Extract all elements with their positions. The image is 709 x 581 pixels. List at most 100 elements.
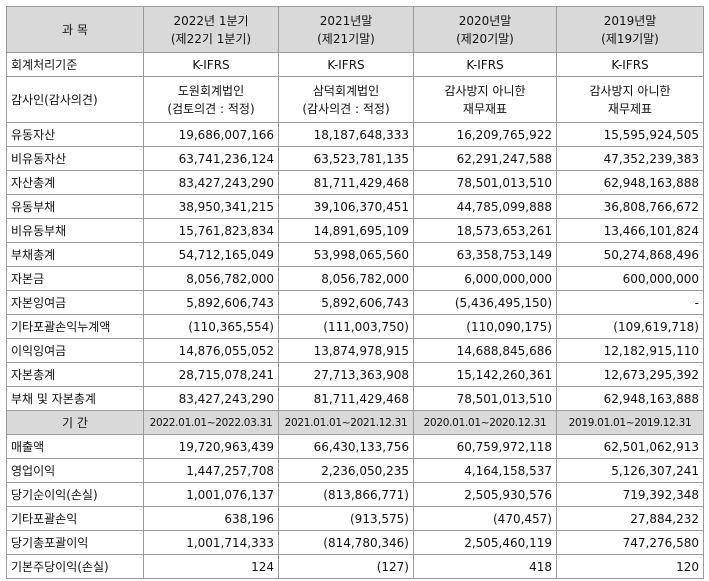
value-cell: 124: [143, 554, 279, 579]
value-cell: (127): [278, 554, 414, 579]
header-cell: 2020년말 (제20기말): [413, 6, 557, 53]
value-cell: 63,523,781,135: [278, 146, 414, 171]
row-label: 당기총포괄이익: [6, 530, 144, 555]
value-cell: (814,780,346): [278, 530, 414, 555]
table-body: 과 목 2022년 1분기 (제22기 1분기) 2021년말 (제21기말) 2020년…: [6, 6, 704, 579]
value-cell: 19,720,963,439: [143, 434, 279, 459]
value-cell: 13,466,101,824: [556, 218, 704, 243]
value-cell: 19,686,007,166: [143, 122, 279, 147]
financial-table: 과 목 2022년 1분기 (제22기 1분기) 2021년말 (제21기말) 2020년…: [6, 6, 704, 579]
value-cell: 2020.01.01~2020.12.31: [413, 410, 557, 435]
value-cell: 66,430,133,756: [278, 434, 414, 459]
value-cell: 38,950,341,215: [143, 194, 279, 219]
value-cell: (5,436,495,150): [413, 290, 557, 315]
row-label: 기타포괄손익: [6, 506, 144, 531]
value-cell: (111,003,750): [278, 314, 414, 339]
header-cell-line: (제20기말): [456, 31, 514, 46]
value-cell: 600,000,000: [556, 266, 704, 291]
data-row: 자본잉여금 5,892,606,743 5,892,606,743 (5,436,49…: [6, 290, 704, 315]
value-cell: 15,595,924,505: [556, 122, 704, 147]
row-label: 당기순이익(손실): [6, 482, 144, 507]
value-cell: (813,866,771): [278, 482, 414, 507]
value-cell: 62,501,062,913: [556, 434, 704, 459]
value-cell: (110,365,554): [143, 314, 279, 339]
row-label: 비유동부채: [6, 218, 144, 243]
value-cell: 15,142,260,361: [413, 362, 557, 387]
value-cell: 63,358,753,149: [413, 242, 557, 267]
value-cell: 2019.01.01~2019.12.31: [556, 410, 704, 435]
header-cell-line: 2020년말: [458, 13, 512, 28]
value-cell: 1,001,714,333: [143, 530, 279, 555]
value-cell-line: 재무제표: [607, 101, 653, 116]
value-cell-line: (검토의견 : 적정): [167, 101, 255, 116]
data-row: 자산총계 83,427,243,290 81,711,429,468 78,501,0…: [6, 170, 704, 195]
header-cell-line: 2022년 1분기: [173, 13, 249, 28]
value-cell: 13,874,978,915: [278, 338, 414, 363]
value-cell: 2,236,050,235: [278, 458, 414, 483]
value-cell: 8,056,782,000: [278, 266, 414, 291]
row-label: 이익잉여금: [6, 338, 144, 363]
value-cell: 78,501,013,510: [413, 170, 557, 195]
data-row: 당기순이익(손실) 1,001,076,137 (813,866,771) 2,505…: [6, 482, 704, 507]
value-cell: K-IFRS: [413, 52, 557, 77]
value-cell: 719,392,348: [556, 482, 704, 507]
header-row: 과 목 2022년 1분기 (제22기 1분기) 2021년말 (제21기말) 2020년…: [6, 6, 704, 53]
value-cell: K-IFRS: [143, 52, 279, 77]
value-cell: 27,713,363,908: [278, 362, 414, 387]
header-cell-line: (제22기 1분기): [170, 31, 252, 46]
value-cell-line: 도원회계법인: [177, 83, 245, 98]
value-cell: K-IFRS: [556, 52, 704, 77]
value-cell: 36,808,766,672: [556, 194, 704, 219]
value-cell: 747,276,580: [556, 530, 704, 555]
value-cell: 1,001,076,137: [143, 482, 279, 507]
data-row: 유동부채 38,950,341,215 39,106,370,451 44,785,0…: [6, 194, 704, 219]
row-label: 부채 및 자본총계: [6, 386, 144, 411]
header-cell-line: (제21기말): [317, 31, 375, 46]
data-row: 부채총계 54,712,165,049 53,998,065,560 63,358,7…: [6, 242, 704, 267]
value-cell: 2,505,930,576: [413, 482, 557, 507]
value-cell: 도원회계법인 (검토의견 : 적정): [143, 76, 279, 123]
value-cell: 47,352,239,383: [556, 146, 704, 171]
value-cell: 62,948,163,888: [556, 170, 704, 195]
value-cell: 81,711,429,468: [278, 170, 414, 195]
value-cell-line: 삼덕회계법인: [312, 83, 380, 98]
value-cell: 삼덕회계법인 (감사의견 : 적정): [278, 76, 414, 123]
row-label: 자본금: [6, 266, 144, 291]
value-cell: 18,573,653,261: [413, 218, 557, 243]
value-cell: 16,209,765,922: [413, 122, 557, 147]
header-cell: 2022년 1분기 (제22기 1분기): [143, 6, 279, 53]
row-label: 감사인(감사의견): [6, 76, 144, 123]
row-label: 기본주당이익(손실): [6, 554, 144, 579]
row-label: 비유동자산: [6, 146, 144, 171]
row-label: 부채총계: [6, 242, 144, 267]
header-cell: 과 목: [6, 6, 144, 53]
row-label: 기 간: [6, 410, 144, 435]
value-cell: 감사방지 아니한 재무재표: [413, 76, 557, 123]
value-cell: 44,785,099,888: [413, 194, 557, 219]
value-cell: 78,501,013,510: [413, 386, 557, 411]
row-label: 자산총계: [6, 170, 144, 195]
data-row: 감사인(감사의견) 도원회계법인 (검토의견 : 적정) 삼덕회계법인 (감사의견 : …: [6, 76, 704, 123]
value-cell-line: 감사방지 아니한: [444, 83, 526, 98]
value-cell: 6,000,000,000: [413, 266, 557, 291]
data-row: 부채 및 자본총계 83,427,243,290 81,711,429,468 78,…: [6, 386, 704, 411]
header-cell: 2021년말 (제21기말): [278, 6, 414, 53]
value-cell: (109,619,718): [556, 314, 704, 339]
value-cell: 5,892,606,743: [278, 290, 414, 315]
value-cell: 27,884,232: [556, 506, 704, 531]
value-cell: 418: [413, 554, 557, 579]
value-cell-line: (감사의견 : 적정): [302, 101, 390, 116]
value-cell: 12,673,295,392: [556, 362, 704, 387]
value-cell: 14,891,695,109: [278, 218, 414, 243]
value-cell: 83,427,243,290: [143, 386, 279, 411]
value-cell: 18,187,648,333: [278, 122, 414, 147]
value-cell: 53,998,065,560: [278, 242, 414, 267]
row-label: 매출액: [6, 434, 144, 459]
value-cell: 5,126,307,241: [556, 458, 704, 483]
value-cell: 2022.01.01~2022.03.31: [143, 410, 279, 435]
value-cell: 120: [556, 554, 704, 579]
value-cell: 12,182,915,110: [556, 338, 704, 363]
value-cell: 감사방지 아니한 재무제표: [556, 76, 704, 123]
